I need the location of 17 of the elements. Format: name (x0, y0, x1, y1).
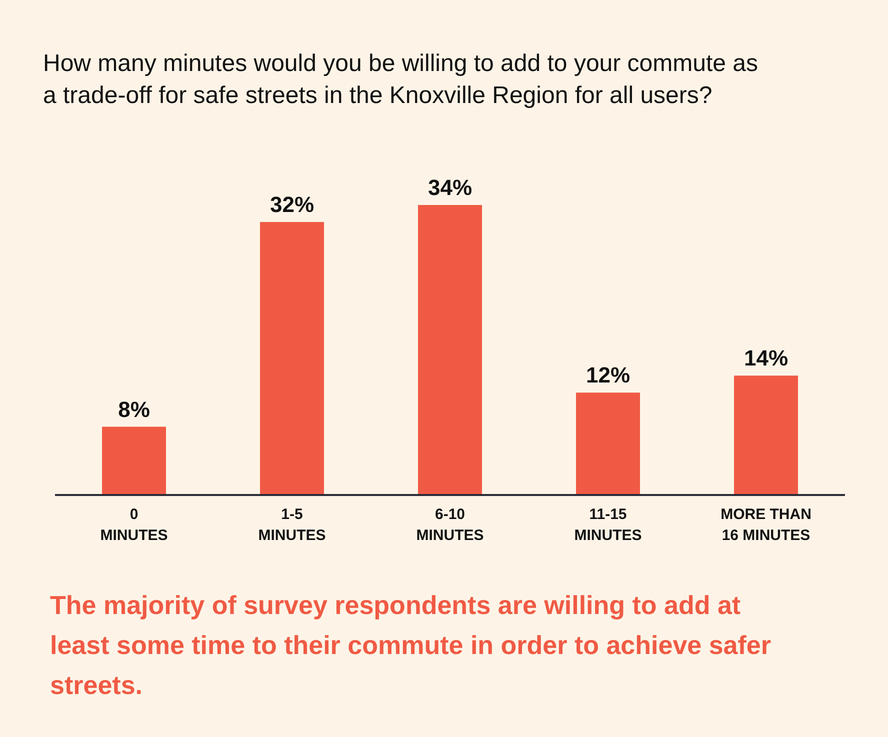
bar (418, 205, 482, 495)
data-label: 12% (586, 362, 630, 388)
data-label: 14% (744, 346, 788, 371)
x-tick-label: MORE THAN 16 MINUTES (720, 506, 812, 544)
bar (576, 392, 640, 495)
x-tick-label: 1-5 MINUTES (258, 506, 326, 544)
x-tick-label: 0 MINUTES (100, 506, 168, 544)
data-label: 32% (270, 192, 314, 218)
bar (734, 376, 798, 495)
bar (260, 222, 324, 495)
data-label: 34% (428, 175, 472, 200)
x-tick-label: 6-10 MINUTES (416, 506, 484, 544)
x-tick-label: 11-15 MINUTES (574, 506, 642, 544)
data-label: 8% (118, 396, 150, 422)
chart-title: How many minutes would you be willing to add to your commute as a trade-off for safe streets in the Knoxville Region for all users? (43, 49, 760, 111)
bar (102, 426, 166, 495)
text: The majority of survey respondents are willing to add at least some time to their commute in order to achieve safer streets. (50, 589, 772, 702)
